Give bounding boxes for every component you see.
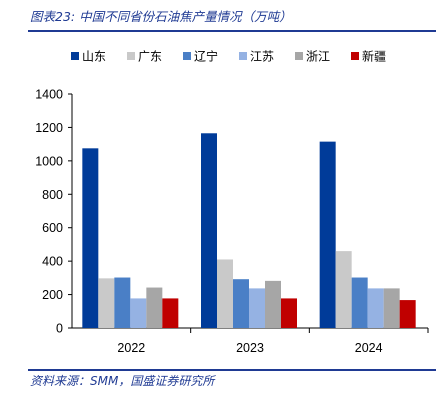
legend-label: 新疆 [362,49,386,64]
figure-title: 图表23: 中国不同省份石油焦产量情况（万吨） [30,9,292,24]
bar-辽宁-2023 [233,279,249,328]
x-tick-label: 2024 [355,341,383,355]
legend-label: 辽宁 [194,49,218,64]
legend-label: 广东 [138,50,162,64]
bar-浙江-2022 [146,287,163,328]
title-rule [28,30,436,32]
y-tick-label: 400 [42,255,63,269]
bar-江苏-2024 [367,288,384,328]
legend-label: 浙江 [306,50,330,64]
legend-swatch-浙江 [295,52,303,60]
legend: 山东 广东 辽宁 江苏 浙江 新疆 [71,49,386,64]
y-tick-label: 1400 [35,88,63,102]
y-tick-label: 800 [42,188,63,202]
bars [82,133,429,333]
bar-山东-2024 [319,141,336,328]
bar-广东-2023 [217,259,233,328]
y-axis: 0 200 400 600 800 1000 1200 1400 [35,88,428,336]
bar-山东-2022 [82,148,99,328]
legend-swatch-山东 [71,52,79,60]
legend-swatch-广东 [127,52,135,60]
legend-swatch-新疆 [351,52,359,60]
bar-辽宁-2022 [114,277,131,328]
bar-辽宁-2024 [351,277,368,328]
y-tick-label: 1200 [35,121,63,135]
bar-广东-2024 [335,251,352,328]
y-tick-label: 200 [42,288,63,302]
bar-广东-2022 [98,278,115,328]
legend-label: 山东 [82,50,106,64]
y-tick-label: 1000 [35,154,63,168]
bar-江苏-2023 [249,288,265,328]
x-axis: 2022 2023 2024 [117,341,382,355]
legend-label: 江苏 [250,50,274,64]
y-tick-label: 0 [56,322,63,336]
source-rule [28,369,436,371]
source-note: 资料来源：SMM，国盛证券研究所 [30,374,215,388]
legend-swatch-辽宁 [183,52,191,60]
y-tick-label: 600 [42,221,63,235]
x-tick-label: 2023 [236,341,264,355]
bar-浙江-2023 [265,280,281,328]
x-tick-label: 2022 [117,341,145,355]
bar-新疆-2023 [281,298,297,328]
bar-浙江-2024 [383,288,400,328]
bar-山东-2023 [201,133,217,328]
bar-新疆-2024 [399,300,416,328]
legend-swatch-江苏 [239,52,247,60]
bar-新疆-2022 [162,298,179,328]
bar-江苏-2022 [130,298,147,328]
